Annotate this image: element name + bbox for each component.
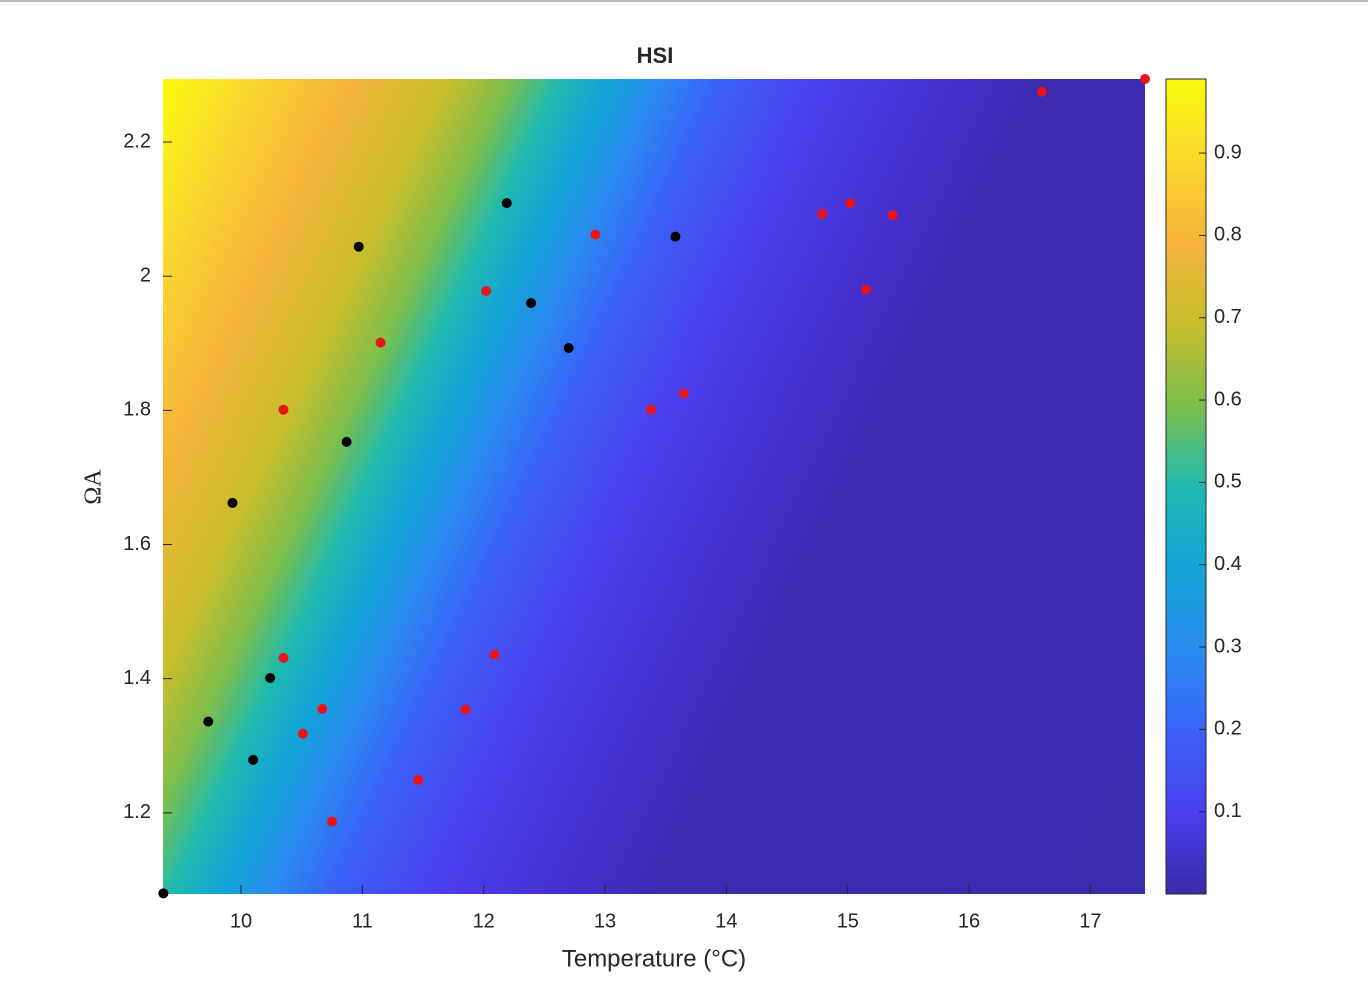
y-tick-label: 1.6 bbox=[123, 533, 151, 555]
colorbar-tick-label: 0.2 bbox=[1214, 718, 1242, 740]
y-tick-label: 1.2 bbox=[123, 801, 151, 823]
scatter-point bbox=[646, 404, 657, 415]
colorbar-tick-label: 0.4 bbox=[1214, 553, 1242, 575]
scatter-point bbox=[845, 198, 856, 209]
y-axis-label: ΩA bbox=[81, 469, 107, 505]
colorbar bbox=[1165, 78, 1207, 895]
x-tick-label: 11 bbox=[352, 910, 373, 932]
scatter-point bbox=[460, 704, 471, 715]
scatter-point bbox=[670, 231, 681, 242]
scatter-point bbox=[860, 284, 871, 295]
scatter-point bbox=[489, 649, 500, 660]
scatter-point bbox=[265, 673, 276, 684]
scatter-point bbox=[203, 716, 214, 727]
scatter-point bbox=[887, 210, 898, 221]
scatter-point bbox=[526, 298, 537, 309]
colorbar-tick-label: 0.7 bbox=[1214, 306, 1242, 328]
x-tick-label: 13 bbox=[594, 910, 616, 932]
scatter-point bbox=[375, 337, 386, 348]
y-tick-label: 1.4 bbox=[123, 667, 151, 689]
scatter-point bbox=[158, 888, 169, 899]
scatter-point bbox=[817, 208, 828, 219]
x-tick-label: 16 bbox=[958, 910, 980, 932]
x-axis-label: Temperature (°C) bbox=[562, 945, 746, 972]
colorbar-tick-label: 0.6 bbox=[1214, 388, 1242, 410]
scatter-point bbox=[501, 198, 512, 209]
scatter-point bbox=[1036, 86, 1047, 97]
scatter-point bbox=[563, 342, 574, 353]
scatter-point bbox=[1140, 74, 1150, 84]
scatter-point bbox=[413, 774, 424, 785]
colorbar-tick-label: 0.8 bbox=[1214, 224, 1242, 246]
x-tick-label: 10 bbox=[230, 910, 252, 932]
colorbar-tick-label: 0.5 bbox=[1214, 471, 1242, 493]
scatter-point bbox=[590, 229, 601, 240]
scatter-point bbox=[278, 404, 289, 415]
colorbar-tick-label: 0.1 bbox=[1214, 800, 1242, 822]
scatter-point bbox=[481, 285, 492, 296]
scatter-point bbox=[317, 703, 328, 714]
scatter-point bbox=[678, 388, 689, 399]
y-tick-label: 2 bbox=[140, 264, 151, 286]
scatter-point bbox=[248, 754, 259, 765]
x-tick-label: 14 bbox=[715, 910, 737, 932]
scatter-point bbox=[227, 497, 238, 508]
scatter-point bbox=[278, 652, 289, 663]
y-tick-label: 1.8 bbox=[123, 399, 151, 421]
scatter-point bbox=[327, 816, 338, 827]
colorbar-tick-label: 0.3 bbox=[1214, 635, 1242, 657]
scatter-point bbox=[341, 436, 352, 447]
y-tick-label: 2.2 bbox=[123, 130, 151, 152]
heatmap bbox=[163, 79, 1145, 894]
scatter-point bbox=[297, 728, 308, 739]
colorbar-tick-label: 0.9 bbox=[1214, 141, 1242, 163]
chart-title: HSI bbox=[637, 43, 674, 68]
x-tick-label: 17 bbox=[1079, 910, 1101, 932]
x-tick-label: 12 bbox=[473, 910, 495, 932]
scatter-point bbox=[353, 241, 364, 252]
x-tick-label: 15 bbox=[837, 910, 859, 932]
